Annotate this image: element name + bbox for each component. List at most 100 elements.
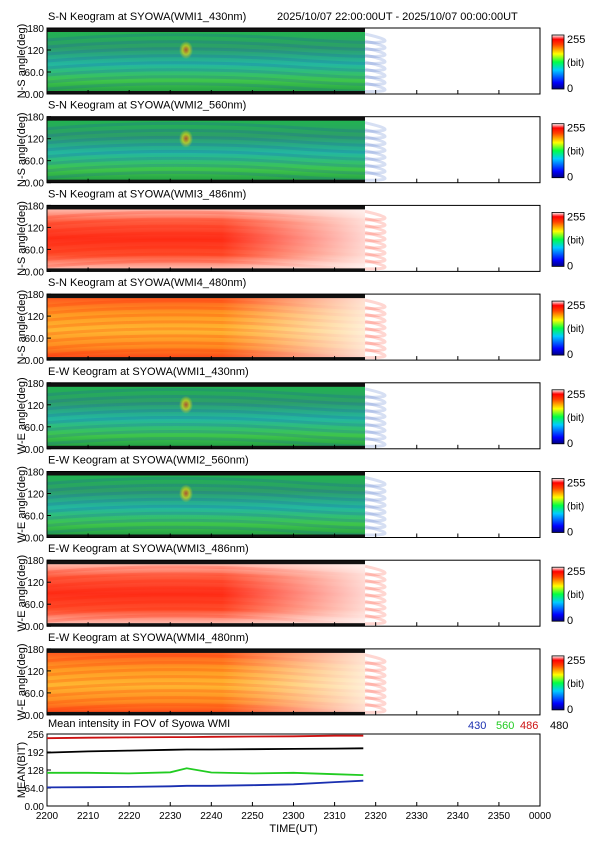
y-tick-label: 60.0 bbox=[25, 245, 45, 256]
series-line-560 bbox=[47, 767, 364, 776]
colorbar bbox=[551, 478, 565, 533]
y-axis-label: N-S angle(deg) bbox=[16, 24, 28, 99]
y-tick-label: 60.0 bbox=[25, 600, 45, 611]
keogram-panels: 2025/10/07 22:00:00UT - 2025/10/07 00:00… bbox=[16, 11, 585, 722]
keogram-texture bbox=[46, 121, 387, 133]
y-tick-label: 60.0 bbox=[25, 157, 45, 168]
keogram-edge bbox=[47, 91, 365, 94]
colorbar-max-label: 255 bbox=[567, 34, 585, 46]
y-tick-label: 60.0 bbox=[25, 334, 45, 345]
colorbar-unit-label: (bit) bbox=[567, 679, 584, 690]
colorbar-max-label: 255 bbox=[567, 211, 585, 223]
keogram-edge bbox=[47, 294, 365, 299]
keogram-texture bbox=[46, 394, 387, 406]
keogram-texture bbox=[46, 128, 387, 140]
keogram-texture bbox=[46, 387, 387, 399]
series-line-480 bbox=[46, 747, 364, 754]
y-axis-label: W-E angle(deg) bbox=[16, 466, 28, 543]
keogram-edge bbox=[47, 382, 365, 387]
keogram-texture bbox=[46, 490, 387, 502]
colorbar-unit-label: (bit) bbox=[567, 58, 584, 69]
colorbar-min-label: 0 bbox=[567, 172, 573, 184]
colorbar-min-label: 0 bbox=[567, 704, 573, 716]
y-tick-label: 0.00 bbox=[25, 445, 45, 456]
colorbar-min-label: 0 bbox=[567, 260, 573, 272]
series-line-430 bbox=[46, 779, 364, 789]
keogram-panel: S-N Keogram at SYOWA(WMI3_486nm) 0.00 60.0… bbox=[16, 188, 585, 278]
aurora-feature bbox=[179, 41, 193, 59]
keogram-texture bbox=[46, 408, 387, 420]
x-tick-label: 2220 bbox=[118, 811, 141, 822]
keogram-edge bbox=[47, 116, 365, 121]
mean-y-tick-label: 256 bbox=[27, 730, 44, 741]
y-tick-label: 0.00 bbox=[25, 267, 45, 278]
y-tick-label: 60.0 bbox=[25, 423, 45, 434]
panel-title: E-W Keogram at SYOWA(WMI4_480nm) bbox=[48, 632, 249, 644]
panel-title: S-N Keogram at SYOWA(WMI3_486nm) bbox=[48, 188, 246, 200]
keogram-panel: S-N Keogram at SYOWA(WMI2_560nm) 0.00 60.0… bbox=[16, 100, 585, 190]
colorbar-max-label: 255 bbox=[567, 655, 585, 667]
keogram-panel: E-W Keogram at SYOWA(WMI2_560nm) 0.00 60.0… bbox=[16, 455, 585, 545]
y-tick-label: 180 bbox=[27, 201, 44, 212]
keogram-texture bbox=[46, 170, 387, 182]
y-tick-label: 0.00 bbox=[25, 356, 45, 367]
y-tick-label: 120 bbox=[27, 312, 44, 323]
mean-y-tick-label: 128 bbox=[27, 766, 44, 777]
x-tick-label: 2330 bbox=[406, 811, 429, 822]
keogram-image bbox=[47, 28, 365, 94]
mean-y-axis-label: MEAN(BIT) bbox=[16, 742, 28, 798]
keogram-texture bbox=[46, 135, 387, 147]
x-tick-label: 2320 bbox=[365, 811, 388, 822]
y-tick-label: 180 bbox=[27, 113, 44, 124]
colorbar bbox=[551, 300, 565, 356]
y-axis-label: W-E angle(deg) bbox=[16, 555, 28, 632]
colorbar bbox=[551, 123, 565, 179]
keogram-texture bbox=[46, 163, 387, 175]
y-axis-label: W-E angle(deg) bbox=[16, 643, 28, 720]
mean-y-tick-label: 192 bbox=[27, 748, 44, 759]
colorbar bbox=[551, 566, 565, 622]
keogram-edge bbox=[47, 179, 365, 183]
keogram-edge bbox=[47, 711, 365, 715]
x-tick-label: 0000 bbox=[529, 811, 552, 822]
keogram-texture bbox=[46, 32, 387, 45]
panel-title: S-N Keogram at SYOWA(WMI4_480nm) bbox=[48, 277, 246, 289]
aurora-feature bbox=[179, 484, 193, 503]
keogram-image bbox=[47, 382, 365, 449]
series-line-486 bbox=[46, 734, 364, 740]
y-tick-label: 180 bbox=[27, 468, 44, 479]
keogram-edge bbox=[47, 534, 365, 538]
keogram-texture bbox=[46, 67, 387, 80]
x-tick-label: 2340 bbox=[447, 811, 470, 822]
y-tick-label: 60.0 bbox=[25, 68, 45, 79]
aurora-feature bbox=[179, 129, 193, 148]
x-tick-label: 2350 bbox=[488, 811, 511, 822]
keogram-texture bbox=[46, 149, 387, 161]
colorbar-max-label: 255 bbox=[567, 389, 585, 401]
colorbar-unit-label: (bit) bbox=[567, 147, 584, 158]
y-tick-label: 0.00 bbox=[25, 622, 45, 633]
y-tick-label: 120 bbox=[27, 667, 44, 678]
keogram-fade bbox=[47, 294, 365, 361]
y-tick-label: 120 bbox=[27, 223, 44, 234]
mean-plot-frame bbox=[46, 733, 541, 807]
legend-entry-560: 560 bbox=[496, 720, 514, 732]
y-axis-label: N-S angle(deg) bbox=[16, 112, 28, 187]
aurora-feature bbox=[179, 395, 193, 414]
keogram-edge bbox=[47, 560, 365, 565]
keogram-fade bbox=[47, 648, 365, 715]
keogram-texture bbox=[46, 483, 387, 495]
panel-title: E-W Keogram at SYOWA(WMI3_486nm) bbox=[48, 543, 249, 555]
keogram-texture bbox=[46, 74, 387, 87]
keogram-fade bbox=[47, 205, 365, 272]
time-axis: 2200 2210 2220 2230 2240 2250 2300 2310 2320 2330… bbox=[36, 802, 552, 835]
y-axis-label: N-S angle(deg) bbox=[16, 201, 28, 276]
header-time-range: 2025/10/07 22:00:00UT - 2025/10/07 00:00… bbox=[277, 11, 518, 23]
keogram-texture bbox=[46, 46, 387, 59]
colorbar bbox=[551, 34, 565, 90]
y-tick-label: 180 bbox=[27, 556, 44, 567]
keogram-panel: S-N Keogram at SYOWA(WMI4_480nm) 0.00 60.0… bbox=[16, 277, 585, 367]
x-tick-label: 2230 bbox=[159, 811, 182, 822]
keogram-texture bbox=[46, 39, 387, 52]
